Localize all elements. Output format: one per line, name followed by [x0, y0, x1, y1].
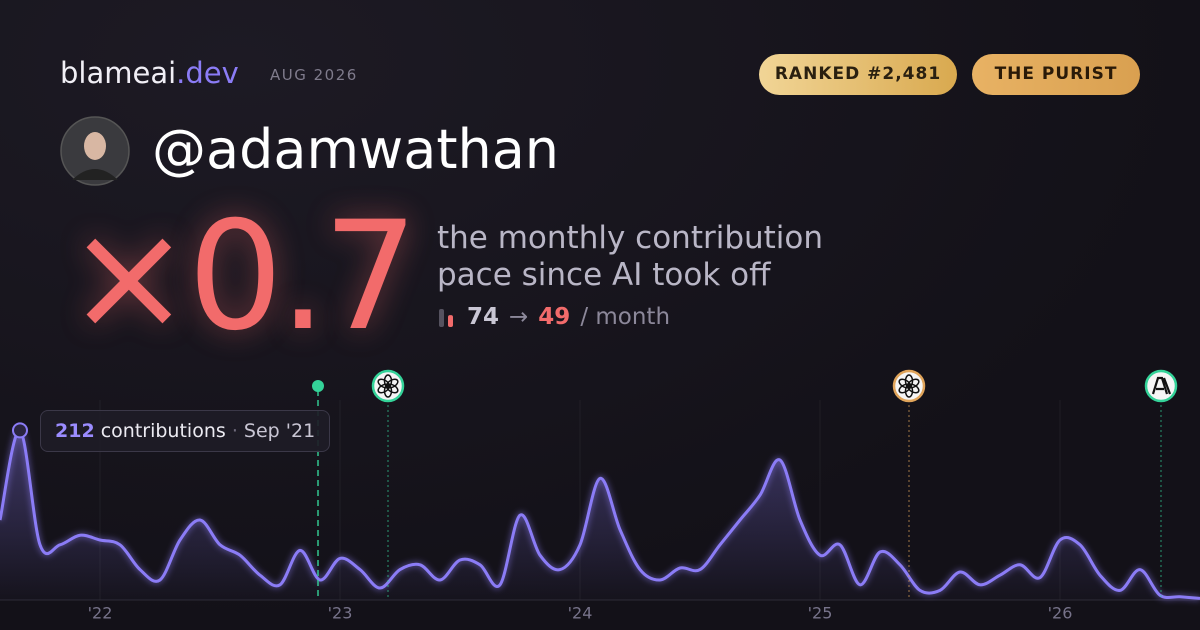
- openai-petal: [898, 378, 911, 389]
- avatar: [60, 116, 130, 186]
- peak-marker: [12, 422, 28, 439]
- subtitle-line: pace since AI took off: [437, 257, 771, 293]
- multiplier: ×0.7: [66, 190, 418, 364]
- x-tick-label: '23: [328, 604, 353, 623]
- event-dot: [312, 380, 324, 392]
- tooltip-value: 212: [55, 420, 95, 442]
- event-icon: [1144, 369, 1178, 403]
- tooltip-date: Sep '21: [243, 420, 316, 442]
- line: [0, 428, 1200, 600]
- date: AUG 2026: [270, 66, 358, 84]
- pace-bars: [439, 309, 453, 327]
- anthropic-logo: [1151, 376, 1172, 395]
- after-value: 49: [538, 304, 571, 330]
- x-tick-label: '25: [808, 604, 833, 623]
- subtitle: the monthly contribution pace since AI t…: [437, 220, 823, 294]
- x-tick-label: '26: [1048, 604, 1073, 623]
- x-tick-label: '24: [568, 604, 593, 623]
- after-bar: [448, 315, 453, 327]
- before-value: 74: [467, 304, 500, 330]
- arrow: →: [509, 304, 529, 330]
- openai-petal: [377, 378, 390, 389]
- rank-badge: RANKED #2,481: [759, 54, 957, 95]
- tooltip: 212 contributions · Sep '21: [40, 410, 331, 452]
- subtitle-line: the monthly contribution: [437, 220, 824, 256]
- event-icon: [892, 369, 926, 403]
- tooltip-label: contributions: [100, 420, 226, 442]
- separator: ·: [231, 420, 238, 442]
- unit: / month: [580, 304, 671, 330]
- brand-name: blameai: [60, 56, 177, 90]
- area: [0, 430, 1200, 600]
- before-bar: [439, 309, 444, 327]
- persona-badge: THE PURIST: [972, 54, 1140, 95]
- brand: blameai.dev: [60, 56, 239, 90]
- handle: @adamwathan: [152, 118, 560, 181]
- x-tick-label: '22: [88, 604, 113, 623]
- event-icon: [371, 369, 405, 403]
- brand-suffix: .dev: [176, 56, 239, 90]
- pace-stats: 74 → 49 / month: [437, 304, 670, 330]
